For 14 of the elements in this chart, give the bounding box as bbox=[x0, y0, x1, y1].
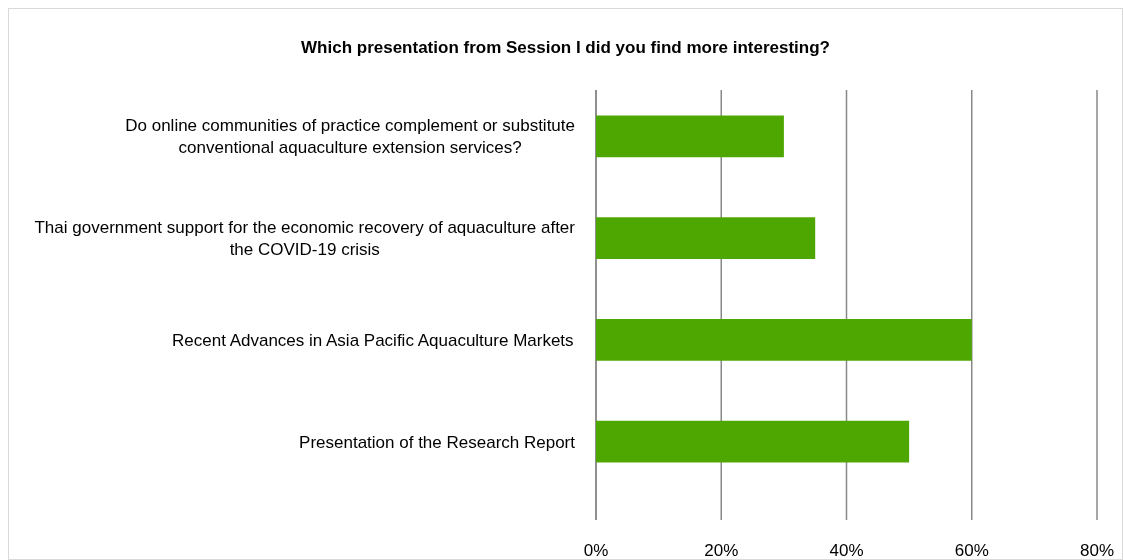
bar bbox=[596, 319, 972, 361]
y-tick-label: Presentation of the Research Report bbox=[299, 432, 576, 452]
x-tick-label: 60% bbox=[954, 541, 989, 560]
y-tick-label: Thai government support for the economic recovery of aquaculture after the COVID-19 crisis bbox=[34, 218, 576, 260]
y-tick-label: Recent Advances in Asia Pacific Aquaculture Markets bbox=[171, 330, 574, 350]
x-tick-label: 40% bbox=[829, 541, 864, 560]
x-tick-label: 0% bbox=[583, 541, 609, 560]
chart-title: Which presentation from Session I did you find more interesting? bbox=[301, 38, 830, 57]
bar bbox=[596, 217, 816, 259]
x-tick-label: 20% bbox=[704, 541, 739, 560]
bar bbox=[596, 420, 910, 463]
y-tick-label: Do online communities of practice complement or substitute conventional aquaculture extension services? bbox=[125, 116, 575, 158]
bar bbox=[596, 115, 784, 158]
x-tick-label: 80% bbox=[1079, 541, 1115, 560]
